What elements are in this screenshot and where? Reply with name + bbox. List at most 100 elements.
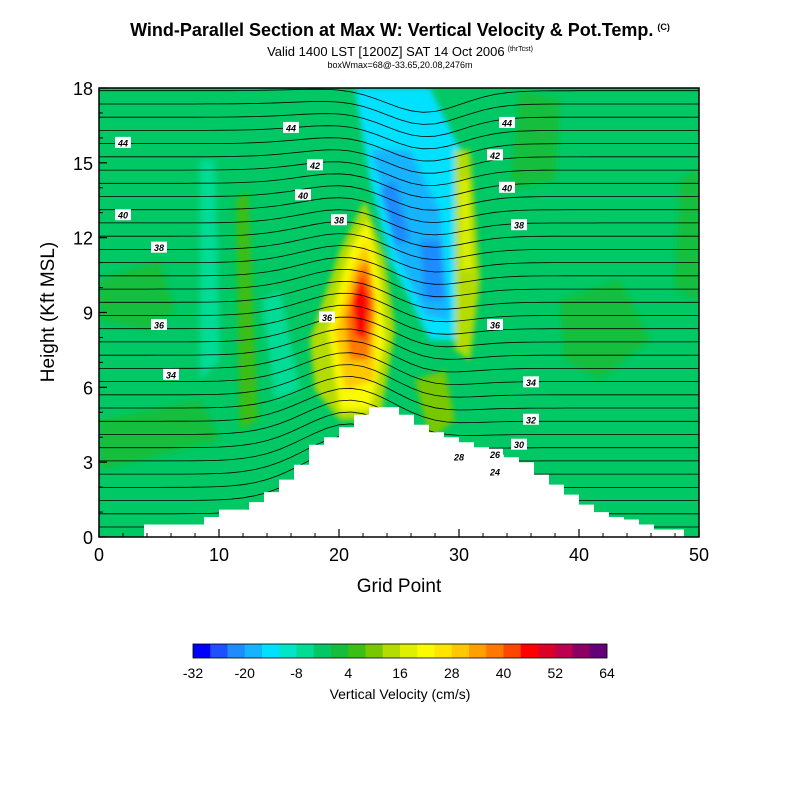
theta-contour-line — [99, 173, 699, 199]
colorbar-swatch — [313, 644, 332, 658]
colorbar: -32 -20 -8 4 16 28 40 52 64 — [183, 643, 615, 681]
theta-contour-line — [99, 209, 699, 236]
x-axis: 0 10 20 30 40 50 — [94, 529, 709, 565]
contour-label-text: 28 — [453, 453, 464, 463]
contour-label-bg — [511, 438, 527, 450]
contour-label-bg — [319, 311, 335, 323]
contour-label-bg — [451, 451, 467, 463]
theta-contour-line — [99, 280, 699, 310]
theta-contour-line — [99, 113, 699, 138]
contour-label: 40 — [499, 181, 515, 193]
colorbar-swatch — [227, 644, 246, 658]
y-axis-label: Height (Kft MSL) — [38, 242, 59, 382]
colorbar-tick-label: 40 — [496, 665, 512, 681]
contour-label-text: 40 — [117, 211, 128, 221]
x-axis-label: Grid Point — [357, 576, 442, 597]
theta-contour-line — [99, 88, 699, 113]
theta-contour-line — [99, 352, 699, 385]
theta-contour-line — [99, 245, 699, 273]
contour-label: 36 — [487, 318, 503, 330]
y-tick-label: 9 — [83, 304, 93, 324]
contour-label-bg — [151, 241, 167, 253]
colorbar-swatch — [572, 644, 591, 658]
theta-contour-line — [99, 292, 699, 323]
contour-label-bg — [307, 159, 323, 171]
contour-label-bg — [115, 209, 131, 221]
contour-label-text: 40 — [297, 191, 308, 201]
contour-label: 34 — [163, 368, 179, 380]
contour-label-text: 38 — [514, 221, 524, 231]
theta-contours — [99, 88, 699, 528]
contour-label-bg — [487, 149, 503, 161]
colorbar-label: Vertical Velocity (cm/s) — [330, 686, 471, 702]
contour-label: 32 — [523, 413, 539, 425]
colorbar-tick-label: -32 — [183, 665, 203, 681]
contour-label-bg — [487, 318, 503, 330]
contour-label: 38 — [331, 214, 347, 226]
contour-label-text: 38 — [334, 216, 344, 226]
contour-label-text: 42 — [309, 161, 320, 171]
contour-label-bg — [523, 376, 539, 388]
contour-label-text: 34 — [526, 378, 536, 388]
colorbar-swatch — [365, 644, 384, 658]
contour-label-bg — [295, 189, 311, 201]
contour-label-text: 34 — [166, 370, 176, 380]
contour-label: 42 — [487, 149, 503, 161]
contour-label-text: 44 — [501, 118, 512, 128]
theta-contour-line — [99, 221, 699, 248]
chart-title: Wind-Parallel Section at Max W: Vertical… — [0, 20, 800, 41]
colorbar-tick-label: 4 — [344, 665, 352, 681]
colorbar-tick-label: 52 — [547, 665, 563, 681]
contour-label: 40 — [115, 209, 131, 221]
contour-label: 42 — [307, 159, 323, 171]
contour-label-text: 40 — [501, 183, 512, 193]
contour-label: 38 — [151, 241, 167, 253]
x-tick-label: 20 — [329, 545, 349, 565]
theta-contour-line — [99, 340, 699, 373]
x-tick-label: 10 — [209, 545, 229, 565]
contour-label-text: 36 — [490, 320, 501, 330]
contour-label: 26 — [487, 448, 503, 460]
contour-label-text: 30 — [514, 440, 524, 450]
contour-label: 38 — [511, 219, 527, 231]
contour-label: 34 — [523, 376, 539, 388]
colorbar-swatch — [538, 644, 556, 658]
y-tick-label: 0 — [83, 528, 93, 548]
colorbar-swatch — [400, 644, 418, 658]
colorbar-swatch — [348, 644, 366, 658]
contour-label: 40 — [295, 189, 311, 201]
contour-label-text: 44 — [117, 138, 128, 148]
y-tick-label: 18 — [73, 79, 93, 99]
colorbar-swatch — [520, 644, 539, 658]
theta-contour-line — [99, 101, 699, 125]
contour-label-bg — [511, 219, 527, 231]
title-mark: (C) — [657, 22, 670, 32]
x-tick-label: 40 — [569, 545, 589, 565]
contour-label-bg — [283, 121, 299, 133]
theta-contour-line — [99, 304, 699, 335]
theta-contour-line — [99, 137, 699, 162]
colorbar-swatch — [296, 644, 315, 658]
colorbar-swatch — [555, 644, 573, 658]
y-tick-label: 15 — [73, 154, 93, 174]
colorbar-swatch — [451, 644, 470, 658]
contour-label-text: 42 — [489, 151, 500, 161]
colorbar-tick-label: 16 — [392, 665, 408, 681]
contour-label-bg — [487, 466, 503, 478]
contour-label-text: 38 — [154, 243, 164, 253]
terrain-mask — [99, 407, 699, 537]
contour-label-bg — [499, 181, 515, 193]
contour-label: 30 — [511, 438, 527, 450]
theta-contour-line — [99, 149, 699, 174]
contour-label: 44 — [115, 136, 131, 148]
contour-label-text: 36 — [154, 320, 165, 330]
contour-label-bg — [115, 136, 131, 148]
contour-label: 36 — [319, 311, 335, 323]
theta-contour-line — [99, 316, 699, 348]
subtitle-mark: (thrTcst) — [507, 45, 533, 53]
colorbar-tick-label: -8 — [290, 665, 303, 681]
theta-contour-line — [99, 257, 699, 285]
contour-label-bg — [163, 368, 179, 380]
colorbar-swatch — [589, 644, 608, 658]
